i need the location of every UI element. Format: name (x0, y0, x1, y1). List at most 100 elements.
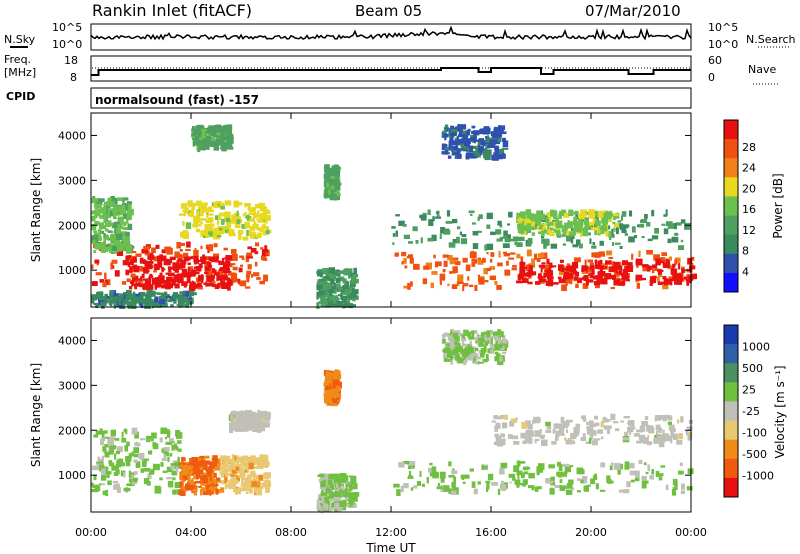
heatmap-cell (444, 133, 447, 141)
heatmap-cell (190, 460, 196, 464)
heatmap-cell (619, 463, 623, 470)
heatmap-cell (568, 465, 574, 468)
heatmap-cell (570, 487, 575, 490)
heatmap-cell (590, 478, 596, 485)
heatmap-cell (415, 240, 419, 244)
heatmap-cell (621, 273, 629, 280)
heatmap-cell (333, 282, 336, 290)
heatmap-cell (490, 349, 493, 354)
colorbar-swatch (724, 158, 738, 178)
heatmap-cell (178, 213, 186, 216)
heatmap-cell (107, 480, 112, 486)
heatmap-cell (223, 124, 227, 131)
heatmap-cell (687, 257, 693, 265)
heatmap-cell (528, 472, 535, 479)
heatmap-cell (159, 272, 163, 278)
heatmap-cell (534, 440, 537, 444)
heatmap-cell (109, 298, 114, 304)
heatmap-cell (511, 418, 518, 423)
heatmap-cell (519, 461, 526, 464)
heatmap-cell (240, 473, 246, 477)
heatmap-cell (447, 155, 452, 159)
heatmap-cell (256, 218, 263, 222)
heatmap-cell (177, 263, 180, 269)
heatmap-cell (477, 338, 484, 342)
heatmap-cell (327, 187, 333, 191)
heatmap-cell (594, 259, 598, 267)
heatmap-cell (644, 416, 649, 421)
heatmap-cell (461, 341, 465, 347)
heatmap-cell (540, 267, 543, 273)
heatmap-cell (132, 257, 137, 260)
heatmap-cell (264, 245, 268, 251)
heatmap-cell (133, 447, 139, 453)
heatmap-cell (522, 479, 528, 485)
heatmap-cell (592, 475, 598, 480)
heatmap-cell (606, 250, 613, 256)
heatmap-cell (227, 136, 234, 139)
heatmap-cell (468, 335, 475, 340)
heatmap-cell (213, 466, 221, 471)
heatmap-cell (646, 250, 653, 255)
heatmap-cell (177, 456, 180, 463)
heatmap-cell (265, 479, 271, 486)
heatmap-cell (442, 338, 446, 344)
power-colorbar-label: Power [dB] (771, 173, 785, 238)
heatmap-cell (170, 304, 174, 308)
heatmap-cell (328, 391, 332, 397)
heatmap-cell (252, 272, 260, 276)
heatmap-cell (113, 485, 118, 490)
heatmap-cell (586, 281, 589, 286)
heatmap-cell (467, 345, 472, 349)
heatmap-cell (667, 238, 672, 244)
heatmap-cell (224, 455, 231, 463)
heatmap-cell (447, 283, 450, 286)
heatmap-cell (613, 463, 621, 470)
heatmap-cell (318, 288, 325, 296)
heatmap-cell (216, 129, 221, 136)
heatmap-cell (321, 484, 327, 492)
heatmap-cell (508, 257, 514, 260)
heatmap-cell (457, 358, 465, 364)
heatmap-cell (530, 437, 533, 444)
heatmap-cell (130, 273, 136, 278)
heatmap-cell (223, 467, 228, 472)
heatmap-cell (630, 426, 636, 430)
heatmap-cell (562, 463, 570, 467)
heatmap-cell (350, 475, 357, 482)
heatmap-cell (500, 359, 504, 365)
heatmap-cell (230, 415, 234, 421)
heatmap-cell (494, 351, 499, 355)
heatmap-cell (465, 154, 470, 160)
heatmap-cell (443, 260, 448, 267)
heatmap-cell (647, 265, 651, 272)
heatmap-cell (122, 213, 129, 217)
heatmap-cell (317, 270, 323, 277)
heatmap-cell (612, 221, 616, 225)
heatmap-cell (181, 268, 187, 275)
heatmap-cell (197, 260, 202, 262)
heatmap-cell (496, 285, 502, 290)
heatmap-cell (164, 436, 167, 440)
heatmap-cell (676, 280, 683, 285)
heatmap-cell (471, 262, 476, 267)
heatmap-cell (96, 242, 103, 250)
heatmap-cell (566, 429, 568, 434)
heatmap-cell (169, 256, 176, 261)
heatmap-cell (187, 212, 194, 217)
heatmap-cell (151, 247, 156, 254)
heatmap-cell (159, 280, 164, 284)
heatmap-cell (209, 466, 215, 469)
heatmap-cell (510, 252, 516, 255)
heatmap-cell (545, 421, 551, 427)
heatmap-cell (457, 154, 462, 157)
heatmap-cell (334, 188, 337, 192)
heatmap-cell (605, 230, 609, 237)
heatmap-cell (323, 473, 329, 479)
heatmap-cell (186, 465, 192, 471)
heatmap-cell (159, 437, 163, 443)
heatmap-cell (186, 210, 193, 214)
heatmap-cell (207, 126, 214, 130)
heatmap-cell (605, 273, 612, 279)
heatmap-cell (574, 271, 579, 277)
